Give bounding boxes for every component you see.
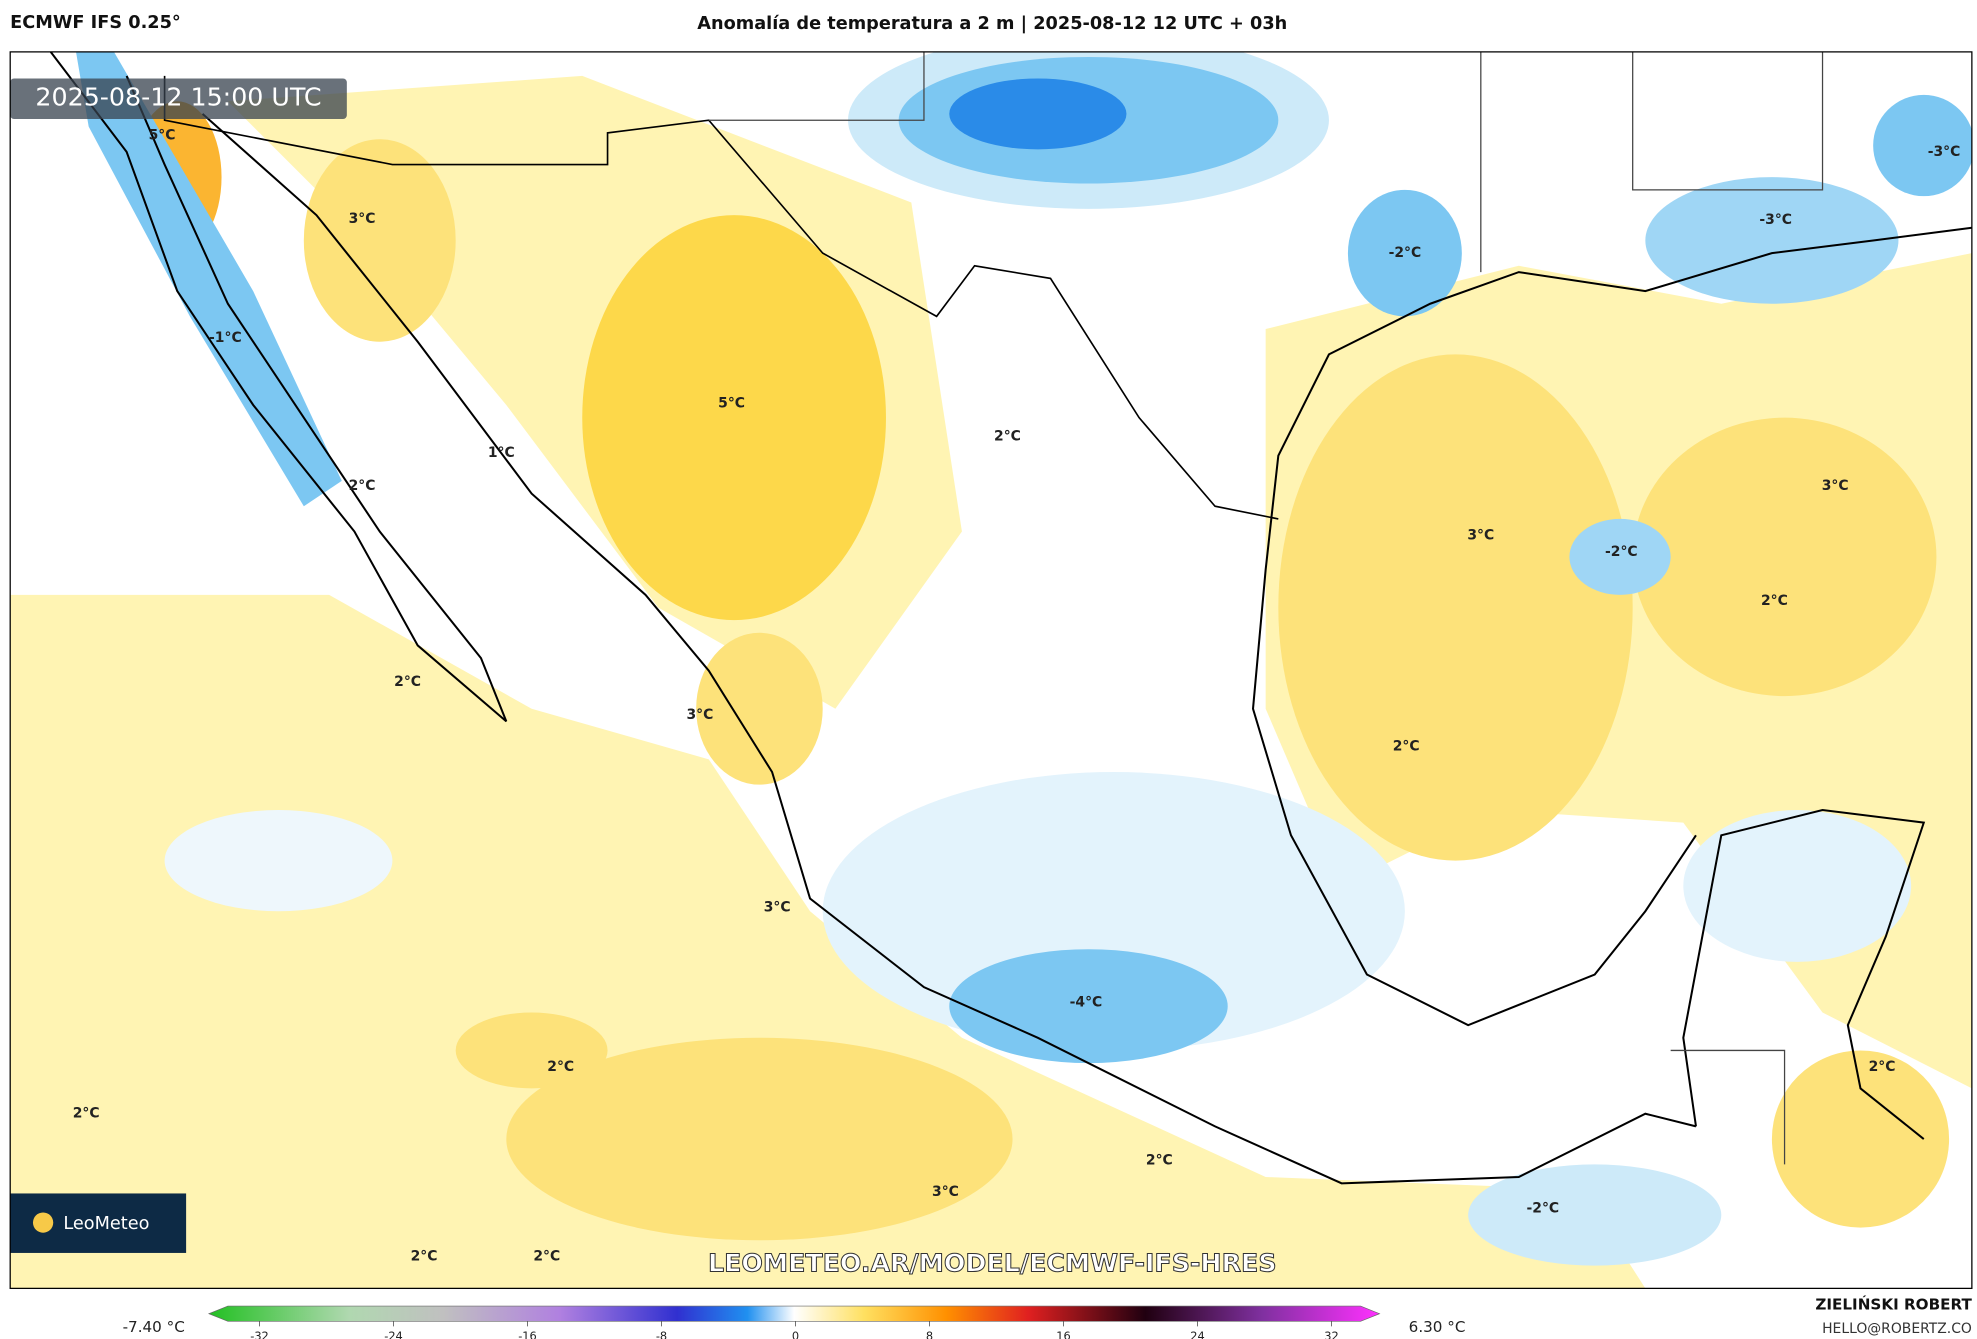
contour-label: 3°C <box>349 211 376 227</box>
logo: LeoMeteo <box>63 1214 149 1234</box>
colorbar <box>208 1305 1381 1322</box>
contour-label: 2°C <box>1761 593 1788 609</box>
contour-label: -2°C <box>1605 544 1638 560</box>
watermark: LEOMETEO.AR/MODEL/ECMWF-IFS-HRES <box>708 1248 1277 1277</box>
colorbar-tick-label: 24 <box>1190 1329 1204 1339</box>
colorbar-tick-label: -8 <box>656 1329 667 1339</box>
colorbar-tick-label: -16 <box>518 1329 537 1339</box>
colorbar-tick-label: -24 <box>384 1329 403 1339</box>
colorbar-ticks: -32 -24 -16 -8 0 8 16 24 32 <box>250 1321 1339 1339</box>
author: ZIELIŃSKI ROBERT <box>1815 1294 1972 1313</box>
contour-label: -1°C <box>209 330 242 346</box>
contour-label: 2°C <box>1393 739 1420 755</box>
contour-label: -3°C <box>1759 212 1792 228</box>
contour-label: 2°C <box>547 1059 574 1075</box>
colorbar-tick-label: 32 <box>1324 1329 1338 1339</box>
contour-label: 2°C <box>533 1249 560 1265</box>
contour-label: 2°C <box>73 1106 100 1122</box>
contour-label: 2°C <box>349 478 376 494</box>
colorbar-tick-label: -32 <box>250 1329 269 1339</box>
contour-label: 2°C <box>1146 1153 1173 1169</box>
contour-label: -2°C <box>1527 1201 1560 1217</box>
colorbar-tick-label: 8 <box>926 1329 933 1339</box>
colorbar-tick-label: 16 <box>1056 1329 1070 1339</box>
contour-labels: 5°C 3°C -1°C 1°C 2°C 5°C 2°C -2°C -3°C -3°C 3°C -2°… <box>73 127 1961 1264</box>
email: HELLO@ROBERTZ.CO <box>1822 1321 1972 1337</box>
contour-label: 3°C <box>764 899 791 915</box>
contour-label: 2°C <box>411 1249 438 1265</box>
contour-label: 2°C <box>394 674 421 690</box>
contour-label: 2°C <box>1869 1059 1896 1075</box>
model-name: ECMWF IFS 0.25° <box>10 13 181 33</box>
colorbar-max: 6.30 °C <box>1409 1318 1466 1336</box>
contour-label: 3°C <box>932 1184 959 1200</box>
contour-label: 5°C <box>149 127 176 143</box>
contour-label: 3°C <box>1822 478 1849 494</box>
colorbar-tick-label: 0 <box>792 1329 799 1339</box>
contour-label: 2°C <box>994 429 1021 445</box>
contour-label: -3°C <box>1928 144 1961 160</box>
contour-label: -2°C <box>1389 245 1422 261</box>
colorbar-min: -7.40 °C <box>123 1318 185 1336</box>
contour-label: 3°C <box>1467 527 1494 543</box>
timestamp: 2025-08-12 15:00 UTC <box>35 83 321 112</box>
contour-label: 1°C <box>488 445 515 461</box>
map: 2025-08-12 15:00 UTC LeoMeteo LEOMETEO.A… <box>10 51 1972 1289</box>
contour-label: -4°C <box>1070 994 1103 1010</box>
contour-label: 3°C <box>687 707 714 723</box>
chart-title: Anomalía de temperatura a 2 m | 2025-08-… <box>697 14 1287 34</box>
contour-label: 5°C <box>718 396 745 412</box>
